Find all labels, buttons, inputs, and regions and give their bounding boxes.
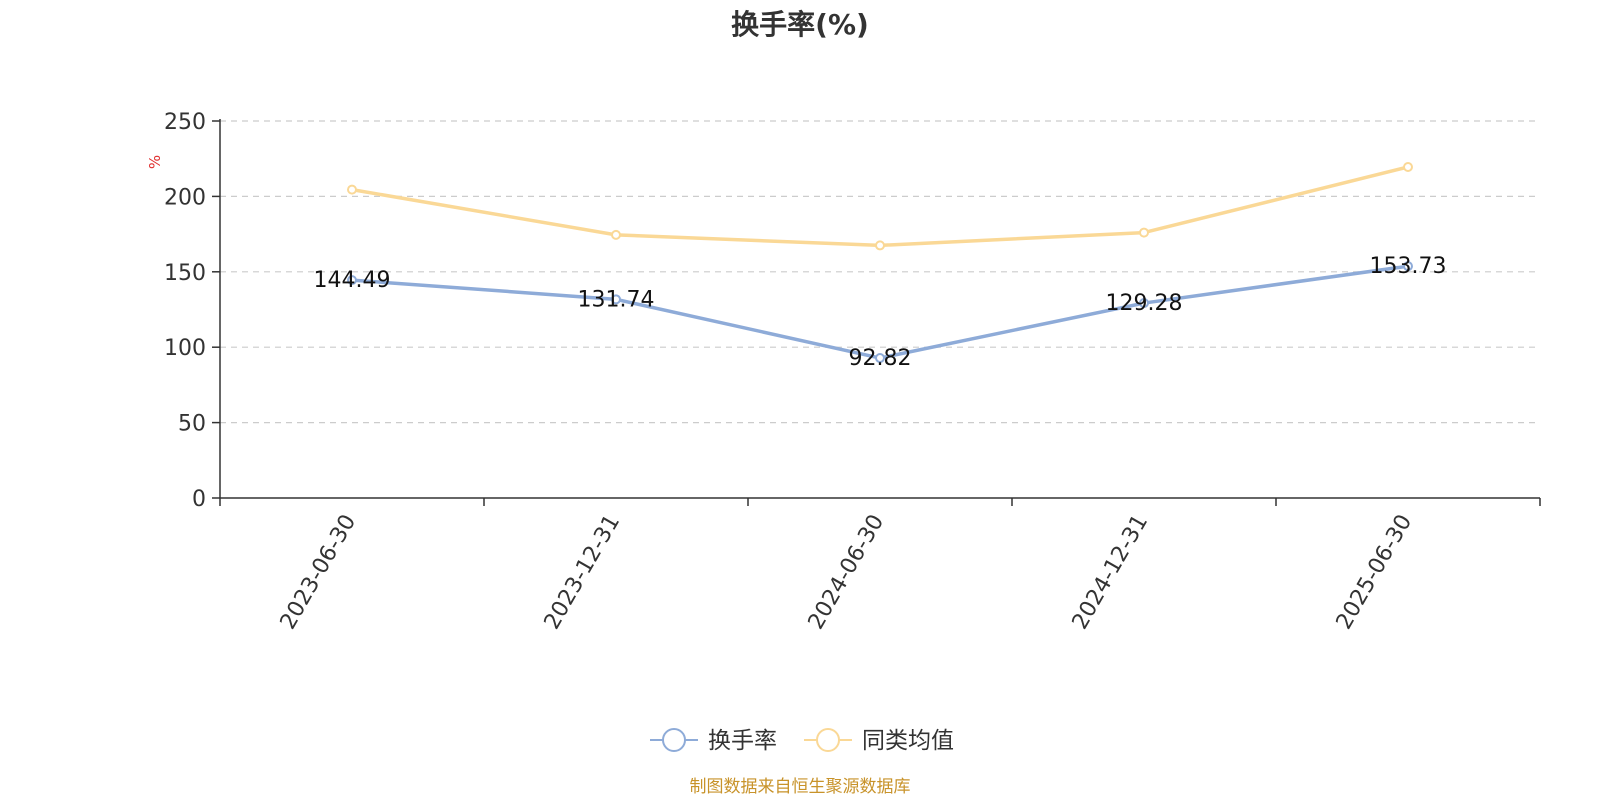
x-tick-label: 2023-06-30 [276, 511, 362, 634]
x-tick-label: 2024-12-31 [1068, 511, 1154, 634]
data-point [1403, 261, 1413, 272]
series-line [351, 264, 1409, 360]
data-label: 131.74 [578, 287, 655, 312]
legend-marker-icon [662, 728, 686, 752]
data-label: 129.28 [1106, 291, 1183, 316]
data-point [1403, 161, 1413, 172]
data-point [875, 353, 885, 364]
legend-item[interactable]: 同类均值 [804, 728, 954, 754]
chart-title: 换手率(%) [731, 8, 869, 41]
data-labels: 144.49 131.74 92.82 129.28 153.73 [314, 254, 1447, 371]
data-point [611, 229, 621, 240]
data-point [347, 275, 357, 286]
y-tick-label: 100 [164, 336, 206, 361]
series-line [351, 165, 1409, 248]
axes: 0 50 100 150 200 250 2023-06-30 2023-12-31 2024-… [164, 110, 1541, 634]
data-point [875, 240, 885, 251]
data-point [347, 184, 357, 195]
grid-lines [220, 120, 1540, 424]
legend-label: 换手率 [708, 728, 777, 754]
y-tick-label: 150 [164, 261, 206, 286]
data-source-note: 制图数据来自恒生聚源数据库 [690, 777, 911, 797]
y-axis-unit-label: % [146, 155, 164, 169]
x-tick-label: 2025-06-30 [1332, 511, 1418, 634]
legend[interactable]: 换手率 同类均值 [650, 728, 954, 754]
data-label: 153.73 [1370, 254, 1447, 279]
y-tick-label: 50 [178, 412, 206, 437]
data-point [611, 294, 621, 305]
y-tick-label: 200 [164, 185, 206, 210]
series-lines [347, 161, 1413, 364]
data-label: 144.49 [314, 268, 391, 293]
data-point [1139, 298, 1149, 309]
y-tick-label: 0 [192, 487, 206, 512]
x-tick-label: 2023-12-31 [540, 511, 626, 634]
x-tick-label: 2024-06-30 [804, 511, 890, 634]
legend-item[interactable]: 换手率 [650, 728, 777, 754]
data-point [1139, 227, 1149, 238]
legend-marker-icon [816, 728, 840, 752]
data-label: 92.82 [849, 346, 912, 371]
legend-label: 同类均值 [862, 728, 954, 754]
y-tick-label: 250 [164, 110, 206, 135]
